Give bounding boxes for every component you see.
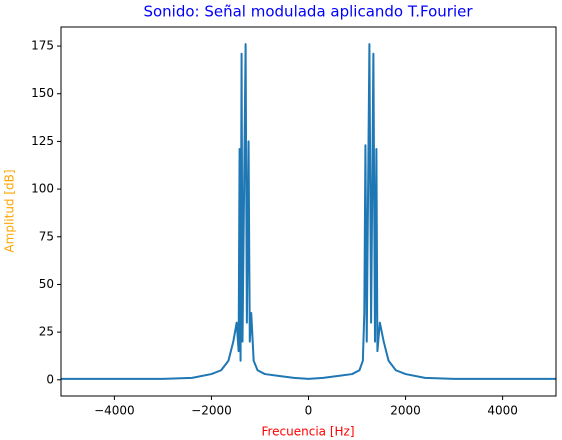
x-tick-label: −4000: [94, 404, 135, 418]
y-tick-label: 0: [46, 372, 54, 386]
x-tick-label: 2000: [390, 404, 421, 418]
x-tick-label: 4000: [487, 404, 518, 418]
x-axis-label: Frecuencia [Hz]: [261, 425, 354, 439]
y-tick-label: 125: [31, 134, 54, 148]
x-tick-label: 0: [305, 404, 313, 418]
y-tick-label: 75: [39, 229, 54, 243]
chart-title: Sonido: Señal modulada aplicando T.Fouri…: [143, 3, 473, 21]
y-tick-label: 100: [31, 182, 54, 196]
y-axis-label: Amplitud [dB]: [3, 169, 17, 252]
y-tick-label: 150: [31, 86, 54, 100]
plot-frame: [60, 26, 557, 397]
y-tick-label: 25: [39, 325, 54, 339]
y-tick-label: 50: [39, 277, 54, 291]
y-tick-label: 175: [31, 39, 54, 53]
x-tick-label: −2000: [191, 404, 232, 418]
line: [61, 43, 556, 380]
